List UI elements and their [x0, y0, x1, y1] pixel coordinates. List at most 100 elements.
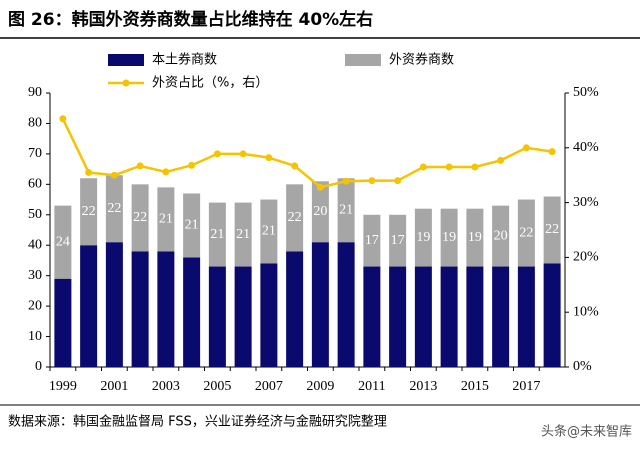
line-point: [59, 115, 67, 123]
bar: [54, 278, 72, 367]
value-label: 20: [494, 228, 508, 243]
legend-swatch: [345, 54, 381, 66]
y2-tick-label: 40%: [573, 140, 599, 155]
x-tick-label: 2013: [409, 379, 437, 394]
bar: [286, 184, 304, 252]
y-tick-label: 70: [28, 146, 42, 161]
line-point: [522, 144, 530, 152]
line-point: [213, 150, 221, 158]
bar: [131, 251, 149, 367]
y2-tick-label: 10%: [573, 304, 599, 319]
value-label: 17: [365, 233, 379, 248]
x-tick-label: 2015: [461, 379, 489, 394]
bar: [517, 266, 535, 367]
value-label: 22: [519, 225, 533, 240]
bar: [183, 193, 201, 258]
y-tick-label: 0: [35, 359, 42, 374]
line-point: [316, 183, 324, 191]
value-label: 20: [313, 204, 327, 219]
bar: [440, 266, 458, 367]
value-label: 17: [391, 233, 405, 248]
value-label: 19: [416, 230, 430, 245]
legend-swatch: [108, 54, 144, 66]
bar: [337, 242, 355, 367]
bar: [311, 242, 329, 367]
value-label: 24: [56, 234, 70, 249]
legend-label: 外资占比（%，右）: [152, 76, 268, 91]
bar: [440, 208, 458, 267]
line-point: [291, 162, 299, 170]
x-tick-label: 1999: [49, 379, 77, 394]
value-label: 21: [159, 212, 173, 227]
y-tick-label: 30: [28, 268, 42, 283]
y-tick-label: 10: [28, 329, 42, 344]
line-point: [85, 168, 93, 176]
bar: [363, 214, 381, 267]
bar: [131, 184, 149, 252]
bar: [389, 214, 407, 267]
legend-swatch: [122, 79, 130, 87]
legend-label: 本土券商数: [152, 52, 217, 68]
y-tick-label: 20: [28, 298, 42, 313]
y2-tick-label: 50%: [573, 85, 599, 100]
bar: [234, 202, 252, 267]
bar: [414, 266, 432, 367]
bar: [105, 175, 123, 243]
value-label: 19: [468, 230, 482, 245]
watermark: 头条@未来智库: [541, 424, 632, 440]
line-point: [162, 168, 170, 176]
line: [61, 118, 553, 189]
bar: [543, 263, 561, 367]
y2-tick-label: 0%: [573, 359, 592, 374]
value-label: 21: [262, 224, 276, 239]
value-label: 22: [545, 222, 559, 237]
bar: [337, 178, 355, 243]
value-label: 21: [210, 227, 224, 242]
bar: [157, 187, 175, 252]
bar: [466, 208, 484, 267]
bar: [157, 251, 175, 367]
bar: [517, 199, 535, 267]
y2-tick-label: 30%: [573, 195, 599, 210]
legend-label: 外资券商数: [389, 52, 454, 68]
bar: [260, 199, 278, 264]
value-label: 21: [185, 218, 199, 233]
value-label: 21: [236, 227, 250, 242]
value-label: 22: [107, 201, 121, 216]
value-label: 22: [82, 204, 96, 219]
bar: [208, 202, 226, 267]
y-tick-label: 60: [28, 177, 42, 192]
line-point: [265, 154, 273, 162]
line-point: [239, 150, 247, 158]
source: 数据来源：韩国金融监督局 FSS，兴业证券经济与金融研究院整理: [8, 414, 387, 430]
y-tick-label: 80: [28, 116, 42, 131]
bar: [260, 263, 278, 367]
value-label: 22: [288, 210, 302, 225]
bar: [208, 266, 226, 367]
bar: [286, 251, 304, 367]
line-point: [394, 177, 402, 185]
value-label: 21: [339, 202, 353, 217]
y-tick-label: 40: [28, 237, 42, 252]
bar: [492, 266, 510, 367]
y2-tick-label: 20%: [573, 250, 599, 265]
bar: [311, 181, 329, 243]
bar: [234, 266, 252, 367]
value-label: 19: [442, 230, 456, 245]
line-point: [548, 148, 556, 156]
x-tick-label: 2003: [152, 379, 180, 394]
bar: [492, 205, 510, 267]
line-point: [342, 177, 350, 185]
value-label: 22: [133, 210, 147, 225]
x-tick-label: 2005: [203, 379, 231, 394]
x-tick-label: 2001: [100, 379, 128, 394]
x-tick-label: 2009: [306, 379, 334, 394]
bar: [363, 266, 381, 367]
bar: [54, 205, 72, 279]
bar: [183, 257, 201, 367]
line-point: [368, 177, 376, 185]
line-point: [110, 171, 118, 179]
line-point: [445, 163, 453, 171]
y-tick-label: 50: [28, 207, 42, 222]
y-tick-label: 90: [28, 85, 42, 100]
